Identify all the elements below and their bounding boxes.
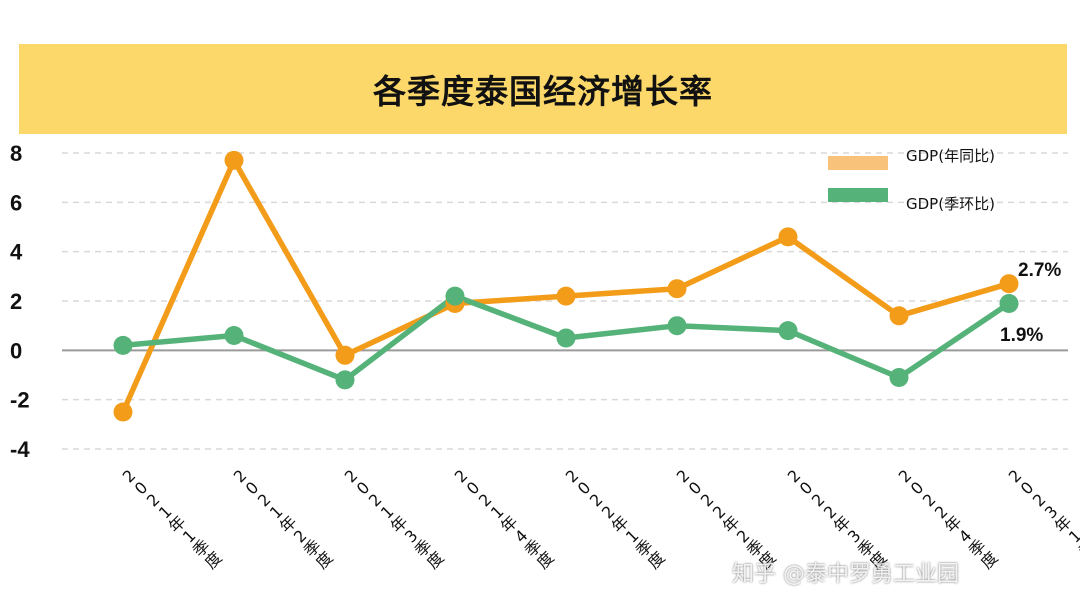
data-point	[335, 345, 355, 365]
y-tick-label: 4	[10, 240, 23, 265]
x-tick-label: 2023年1季度	[1005, 466, 1080, 561]
title-band: 各季度泰国经济增长率	[19, 44, 1067, 134]
y-tick-label: 2	[10, 289, 22, 314]
y-tick-label: -4	[10, 437, 30, 462]
data-point	[113, 402, 133, 422]
data-point	[113, 335, 133, 355]
legend-label-yoy: GDP(年同比)	[906, 147, 995, 165]
legend: GDP(年同比) GDP(季环比)	[828, 147, 995, 213]
data-point	[667, 279, 687, 299]
data-point	[556, 328, 576, 348]
y-tick-label: 6	[10, 190, 22, 215]
y-tick-label: -2	[10, 388, 30, 413]
data-point	[889, 306, 909, 326]
data-point	[224, 326, 244, 345]
data-point	[778, 321, 798, 341]
data-point	[999, 294, 1019, 313]
legend-label-qoq: GDP(季环比)	[906, 195, 995, 213]
end-label-qoq: 1.9%	[1000, 325, 1043, 346]
x-tick-char: 季	[1075, 536, 1080, 561]
data-point	[556, 286, 576, 306]
y-axis-ticks: 8 6 4 2 0 -2 -4	[10, 141, 30, 462]
data-point	[999, 274, 1019, 294]
data-point	[335, 370, 355, 390]
legend-swatch-qoq	[828, 188, 888, 202]
data-point	[445, 286, 465, 306]
data-point	[778, 227, 798, 247]
data-point	[889, 368, 909, 387]
data-point	[224, 150, 244, 170]
legend-swatch-yoy	[828, 156, 888, 170]
chart-title: 各季度泰国经济增长率	[373, 72, 713, 111]
watermark: 知乎 @泰中罗勇工业园	[732, 562, 959, 587]
y-tick-label: 8	[10, 141, 22, 166]
y-tick-label: 0	[10, 338, 22, 363]
data-point	[667, 316, 687, 336]
end-label-yoy: 2.7%	[1018, 260, 1061, 281]
end-labels: 2.7% 1.9%	[1000, 260, 1061, 346]
series-points	[113, 150, 1019, 422]
